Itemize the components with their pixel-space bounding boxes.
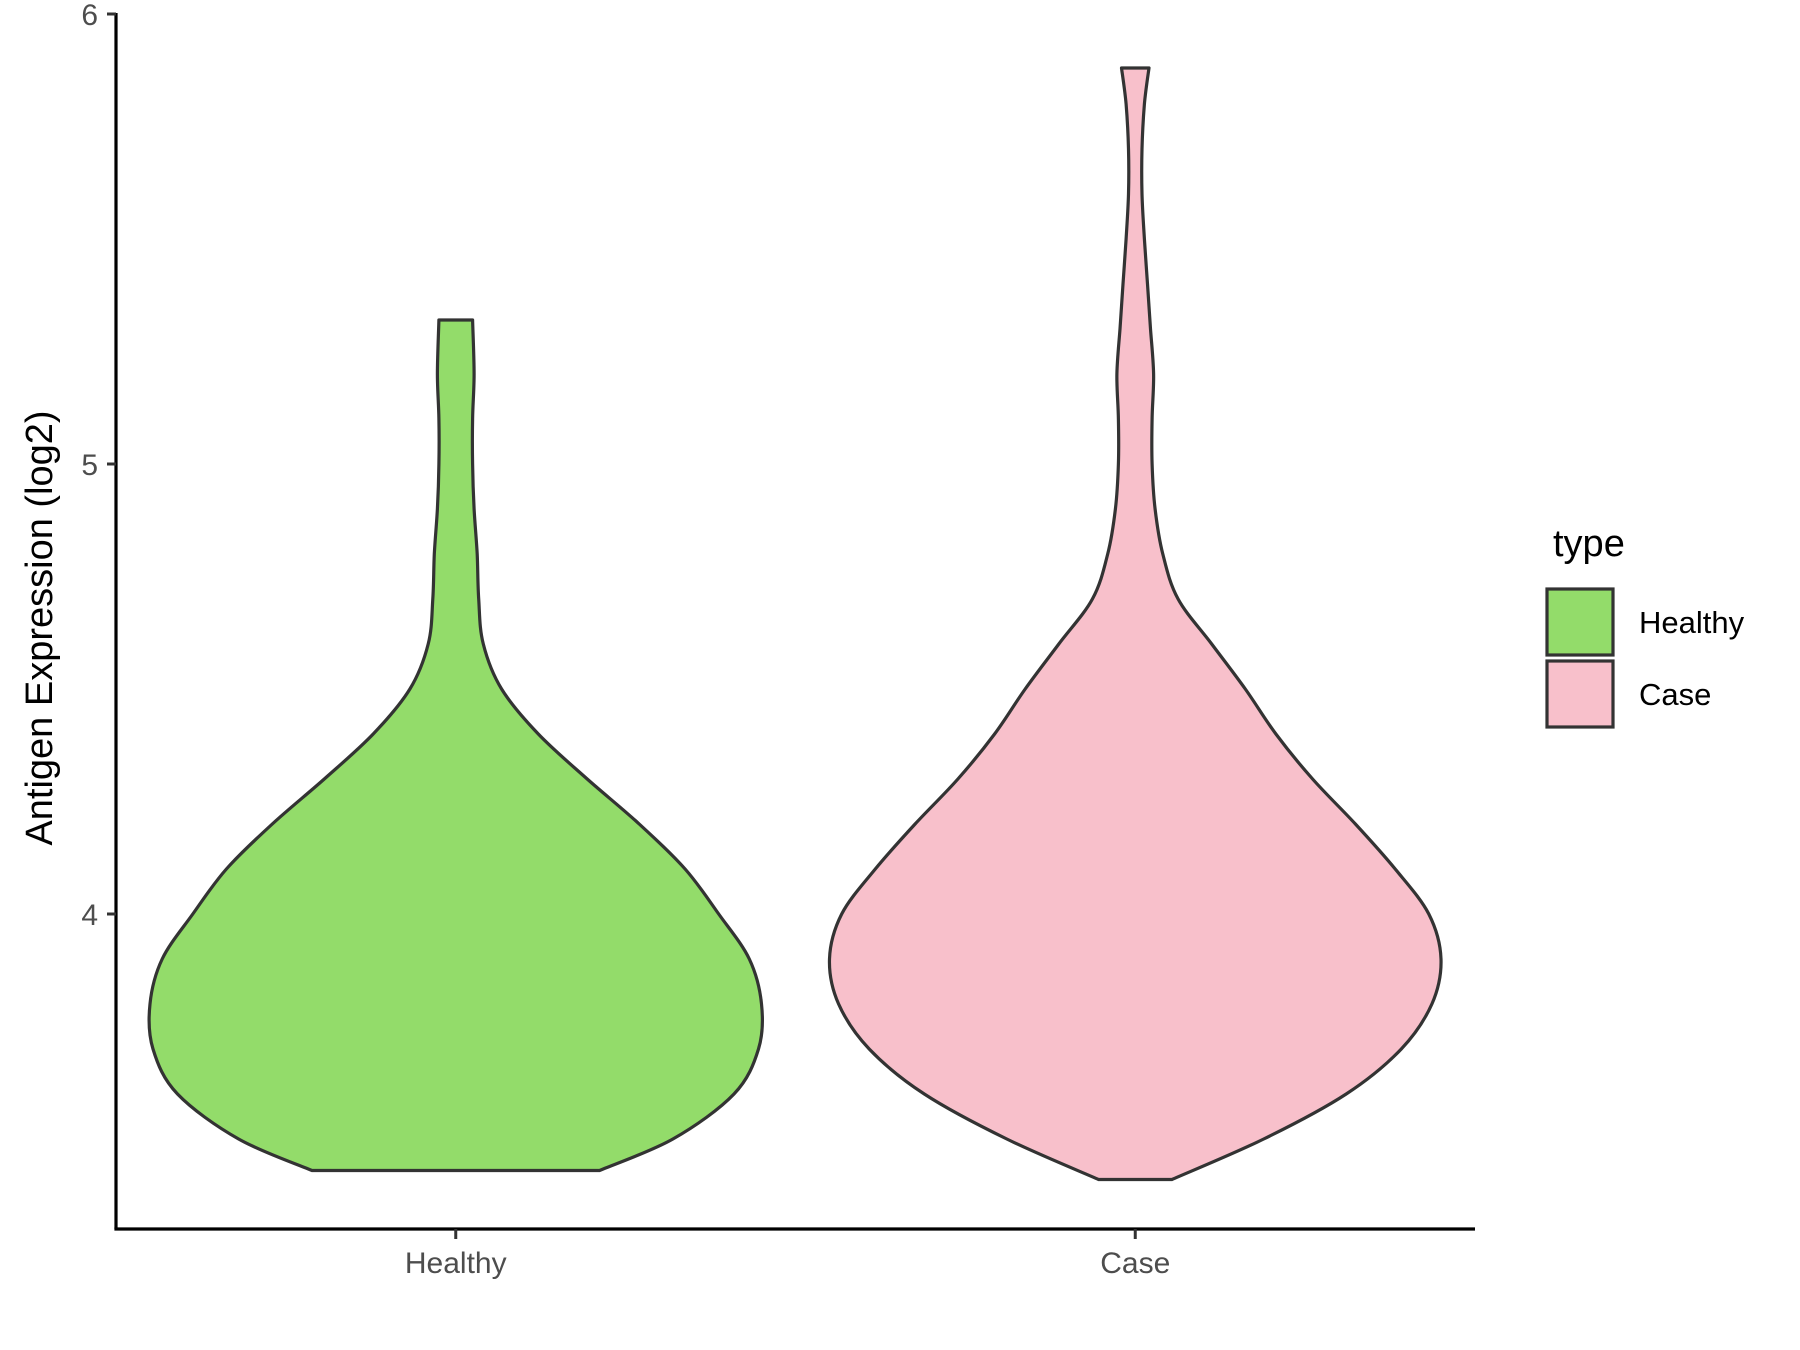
legend-label-healthy: Healthy [1639,605,1745,640]
y-tick-label: 4 [81,899,98,932]
legend-title: type [1553,523,1625,565]
x-tick-label: Healthy [405,1247,507,1280]
legend-entries: Healthy Case [1545,587,1745,729]
legend-label-case: Case [1639,677,1711,712]
legend: type Healthy Case [1545,523,1745,729]
y-tick-label: 5 [81,449,98,482]
y-tick-label: 6 [81,0,98,32]
legend-swatch-case [1545,659,1615,729]
y-axis-ticks: 4 5 6 [81,0,116,932]
x-tick-label: Case [1100,1247,1170,1280]
violins-layer [147,66,1443,1182]
violin-case [827,66,1443,1182]
x-axis-ticks: Healthy Case [405,1229,1170,1280]
legend-swatch-healthy [1545,587,1615,657]
y-axis-title: Antigen Expression (log2) [19,410,61,845]
violin-healthy [147,318,765,1173]
